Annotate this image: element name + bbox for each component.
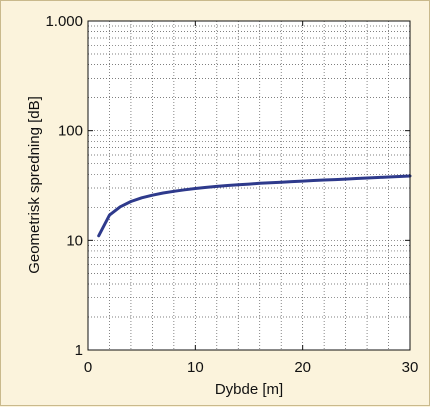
grid <box>88 21 410 350</box>
x-tick-label: 0 <box>84 359 92 376</box>
plot-border <box>87 20 411 351</box>
x-tick-label: 20 <box>294 359 311 376</box>
x-tick-label: 10 <box>187 359 204 376</box>
y-tick-label: 1.000 <box>45 13 83 30</box>
tick-labels: 0 10 20 30 1 10 100 1.000 <box>45 13 418 376</box>
ticks <box>87 20 411 351</box>
y-tick-label: 1 <box>75 342 83 359</box>
series-layer <box>97 174 412 238</box>
x-tick-label: 30 <box>402 359 419 376</box>
y-tick-label: 10 <box>66 232 83 249</box>
x-axis-label: Dybde [m] <box>215 381 283 398</box>
y-axis-label: Geometrisk spredning [dB] <box>26 96 43 274</box>
y-tick-label: 100 <box>58 123 83 140</box>
series-line <box>97 174 412 238</box>
